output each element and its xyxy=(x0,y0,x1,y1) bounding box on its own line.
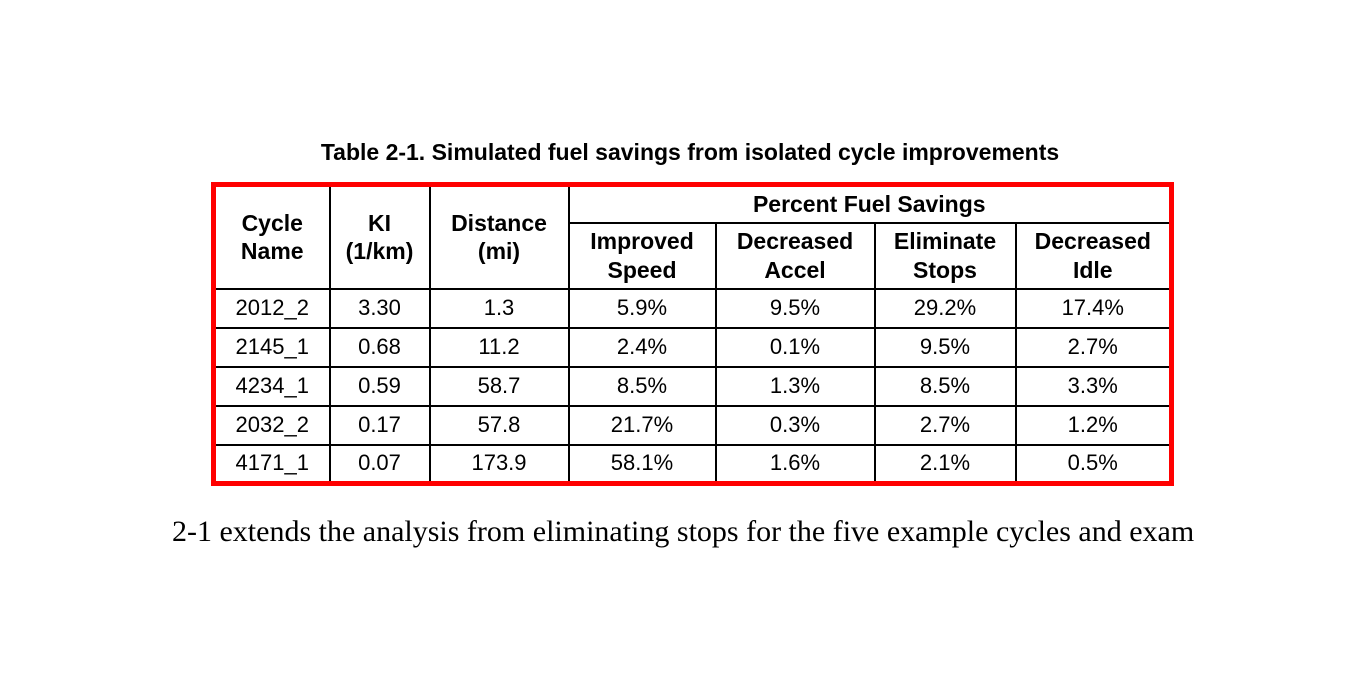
cell-cycle-name: 2145_1 xyxy=(212,326,331,368)
table-row: 2145_1 0.68 11.2 2.4% 0.1% 9.5% 2.7% xyxy=(212,326,1173,368)
cell-improved-speed: 8.5% xyxy=(567,365,717,407)
cell-decreased-accel: 9.5% xyxy=(714,287,876,329)
table-row: 4171_1 0.07 173.9 58.1% 1.6% 2.1% 0.5% xyxy=(212,443,1173,485)
header-decreased-accel: Decreased Accel xyxy=(714,221,876,290)
table-header: Cycle Name KI (1/km) Distance (mi) Perce… xyxy=(212,183,1173,290)
header-distance: Distance (mi) xyxy=(428,183,570,290)
cell-decreased-idle: 2.7% xyxy=(1014,326,1173,368)
cell-distance: 58.7 xyxy=(428,365,570,407)
cell-eliminate-stops: 29.2% xyxy=(873,287,1017,329)
cell-decreased-idle: 0.5% xyxy=(1014,443,1173,485)
cell-distance: 57.8 xyxy=(428,404,570,446)
cell-decreased-idle: 17.4% xyxy=(1014,287,1173,329)
cell-decreased-idle: 3.3% xyxy=(1014,365,1173,407)
cell-decreased-accel: 1.3% xyxy=(714,365,876,407)
table-caption: Table 2-1. Simulated fuel savings from i… xyxy=(320,139,1060,165)
cell-improved-speed: 58.1% xyxy=(567,443,717,485)
cell-distance: 173.9 xyxy=(428,443,570,485)
cell-cycle-name: 4171_1 xyxy=(212,443,331,485)
table-row: 2012_2 3.30 1.3 5.9% 9.5% 29.2% 17.4% xyxy=(212,287,1173,329)
header-decreased-idle: Decreased Idle xyxy=(1014,221,1173,290)
body-paragraph: 2-1 extends the analysis from eliminatin… xyxy=(172,515,1195,548)
cell-distance: 1.3 xyxy=(428,287,570,329)
table-row: 2032_2 0.17 57.8 21.7% 0.3% 2.7% 1.2% xyxy=(212,404,1173,446)
header-eliminate-stops: Eliminate Stops xyxy=(873,221,1017,290)
cell-cycle-name: 2012_2 xyxy=(212,287,331,329)
header-row-group: Cycle Name KI (1/km) Distance (mi) Perce… xyxy=(212,183,1173,290)
cell-decreased-accel: 0.1% xyxy=(714,326,876,368)
header-row-sub: Improved Speed Decreased Accel Eliminate… xyxy=(214,221,1173,290)
cell-ki: 3.30 xyxy=(328,287,431,329)
cell-improved-speed: 2.4% xyxy=(567,326,717,368)
header-cycle-name: Cycle Name xyxy=(212,183,331,290)
table-row: 4234_1 0.59 58.7 8.5% 1.3% 8.5% 3.3% xyxy=(212,365,1173,407)
cell-cycle-name: 2032_2 xyxy=(212,404,331,446)
header-improved-speed: Improved Speed xyxy=(567,221,717,290)
cell-ki: 0.17 xyxy=(328,404,431,446)
cell-decreased-accel: 1.6% xyxy=(714,443,876,485)
cell-improved-speed: 21.7% xyxy=(567,404,717,446)
cell-cycle-name: 4234_1 xyxy=(212,365,331,407)
cell-improved-speed: 5.9% xyxy=(567,287,717,329)
cell-ki: 0.07 xyxy=(328,443,431,485)
cell-ki: 0.68 xyxy=(328,326,431,368)
table-body: 2012_2 3.30 1.3 5.9% 9.5% 29.2% 17.4% 21… xyxy=(212,287,1173,485)
header-percent-fuel-savings: Percent Fuel Savings xyxy=(567,183,1173,224)
cell-ki: 0.59 xyxy=(328,365,431,407)
cell-eliminate-stops: 8.5% xyxy=(873,365,1017,407)
fuel-savings-table: Cycle Name KI (1/km) Distance (mi) Perce… xyxy=(211,182,1175,486)
cell-eliminate-stops: 2.1% xyxy=(873,443,1017,485)
cell-eliminate-stops: 9.5% xyxy=(873,326,1017,368)
cell-decreased-accel: 0.3% xyxy=(714,404,876,446)
cell-eliminate-stops: 2.7% xyxy=(873,404,1017,446)
header-ki: KI (1/km) xyxy=(328,183,431,290)
cell-distance: 11.2 xyxy=(428,326,570,368)
cell-decreased-idle: 1.2% xyxy=(1014,404,1173,446)
